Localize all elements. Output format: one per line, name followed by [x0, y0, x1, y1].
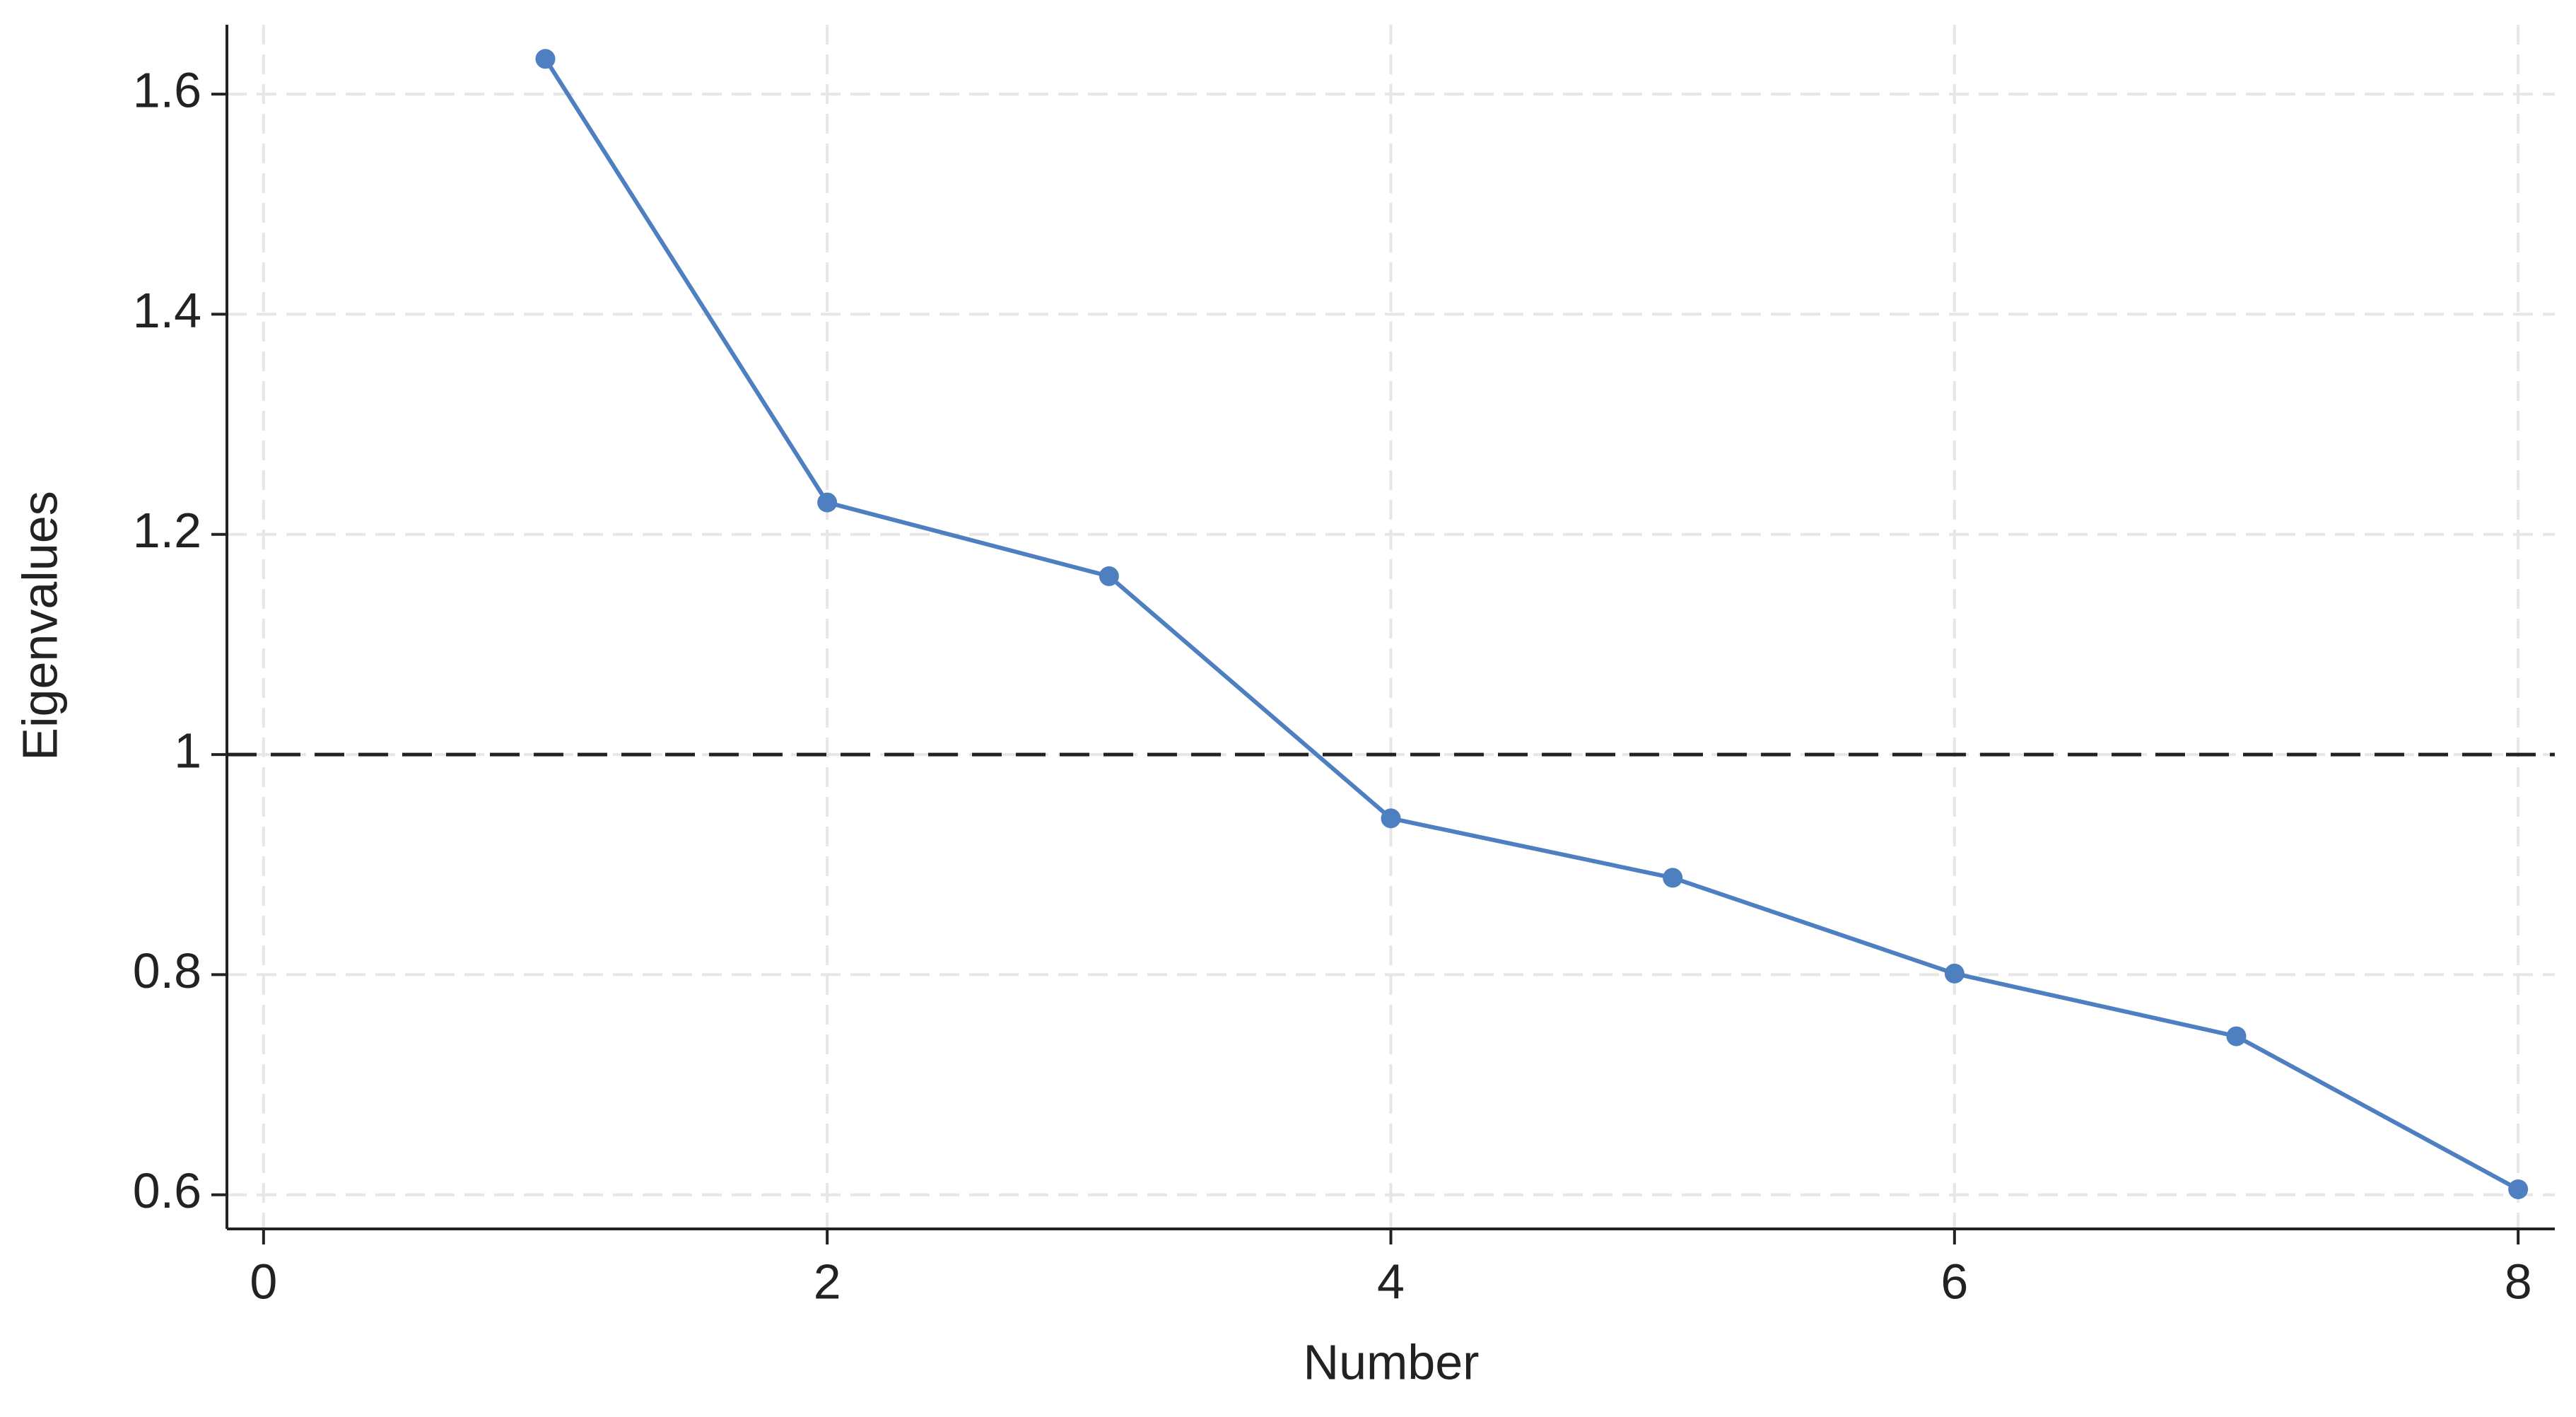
y-tick-label: 1.6	[133, 63, 201, 118]
x-tick-label: 2	[814, 1254, 841, 1309]
x-axis-label: Number	[1304, 1334, 1480, 1389]
y-tick-label: 1.2	[133, 503, 201, 558]
x-tick-label: 4	[1377, 1254, 1405, 1309]
x-tick-label: 0	[250, 1254, 277, 1309]
point	[1381, 808, 1401, 829]
point	[817, 492, 838, 513]
y-tick-label: 0.6	[133, 1163, 201, 1218]
x-tick-label: 6	[1940, 1254, 1968, 1309]
point	[2226, 1026, 2247, 1046]
y-axis-label: Eigenvalues	[12, 491, 67, 760]
point	[1663, 868, 1683, 888]
series-line	[543, 57, 2519, 1191]
point	[2508, 1179, 2529, 1199]
y-tick-label: 1	[174, 723, 201, 779]
y-tick-label: 1.4	[133, 283, 201, 338]
point	[1944, 963, 1965, 984]
point	[535, 49, 556, 69]
y-tick-label: 0.8	[133, 943, 201, 998]
x-tick-label: 8	[2505, 1254, 2532, 1309]
point	[1099, 566, 1119, 586]
